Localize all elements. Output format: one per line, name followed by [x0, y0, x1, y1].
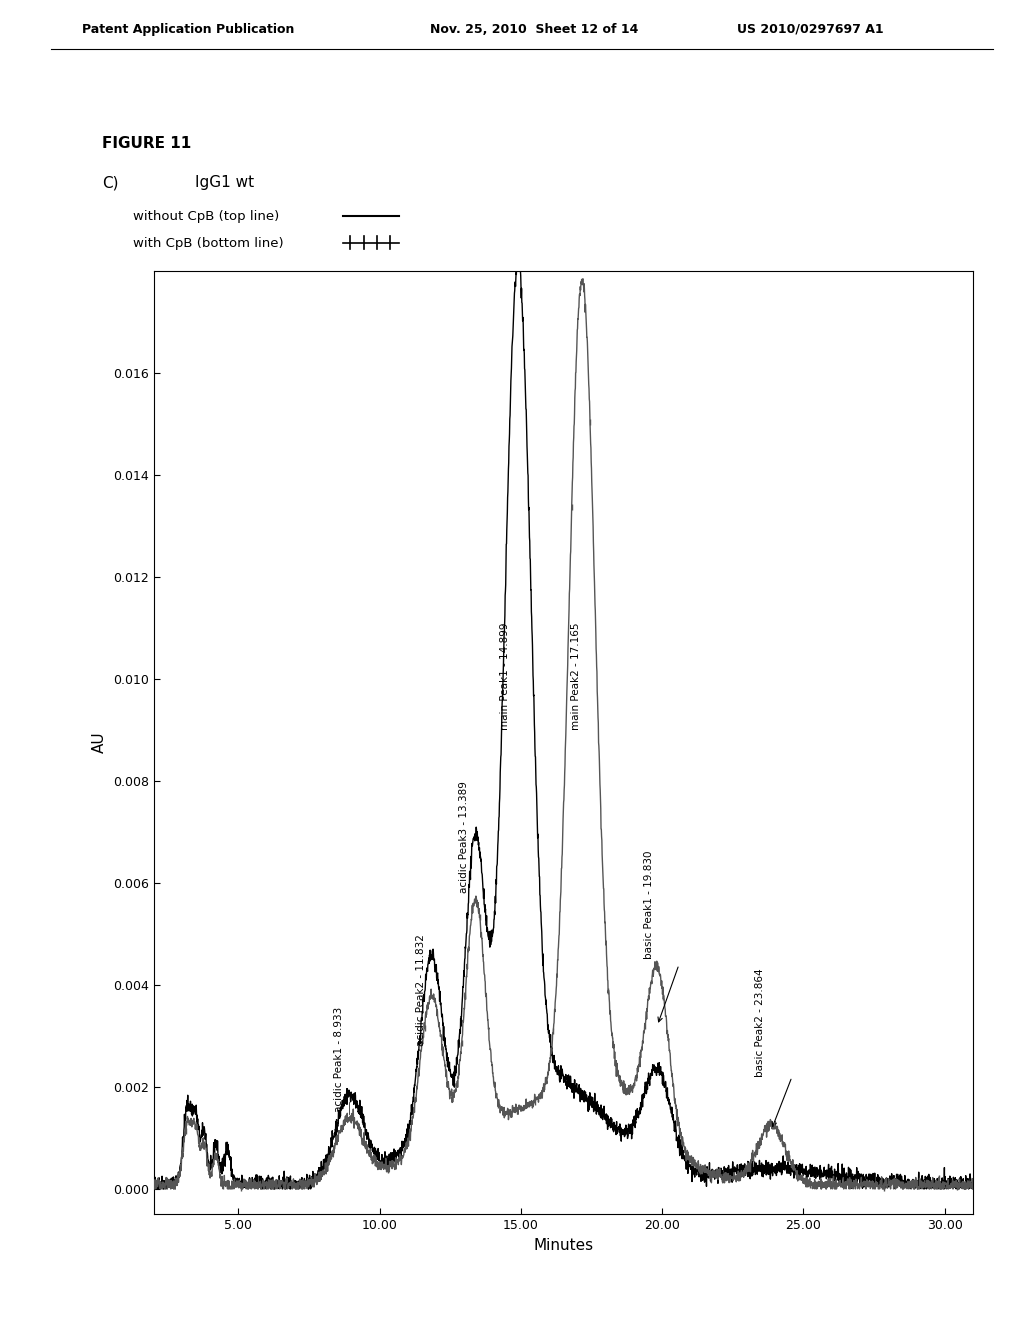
Y-axis label: AU: AU	[92, 731, 108, 754]
Text: main Peak1 - 14.899: main Peak1 - 14.899	[501, 622, 510, 730]
Text: with CpB (bottom line): with CpB (bottom line)	[133, 236, 284, 249]
Text: basic Peak1 - 19.830: basic Peak1 - 19.830	[644, 851, 654, 960]
Text: main Peak2 - 17.165: main Peak2 - 17.165	[571, 622, 581, 730]
Text: FIGURE 11: FIGURE 11	[102, 136, 191, 150]
Text: C): C)	[102, 176, 119, 190]
Text: US 2010/0297697 A1: US 2010/0297697 A1	[737, 22, 884, 36]
Text: Patent Application Publication: Patent Application Publication	[82, 22, 294, 36]
Text: acidic Peak3 - 13.389: acidic Peak3 - 13.389	[460, 781, 469, 894]
Text: basic Peak2 - 23.864: basic Peak2 - 23.864	[755, 968, 765, 1077]
Text: acidic Peak1 - 8.933: acidic Peak1 - 8.933	[334, 1007, 344, 1113]
X-axis label: Minutes: Minutes	[534, 1238, 593, 1253]
Text: without CpB (top line): without CpB (top line)	[133, 210, 280, 223]
Text: IgG1 wt: IgG1 wt	[195, 176, 254, 190]
Text: acidic Peak2 - 11.832: acidic Peak2 - 11.832	[416, 935, 426, 1045]
Text: Nov. 25, 2010  Sheet 12 of 14: Nov. 25, 2010 Sheet 12 of 14	[430, 22, 638, 36]
